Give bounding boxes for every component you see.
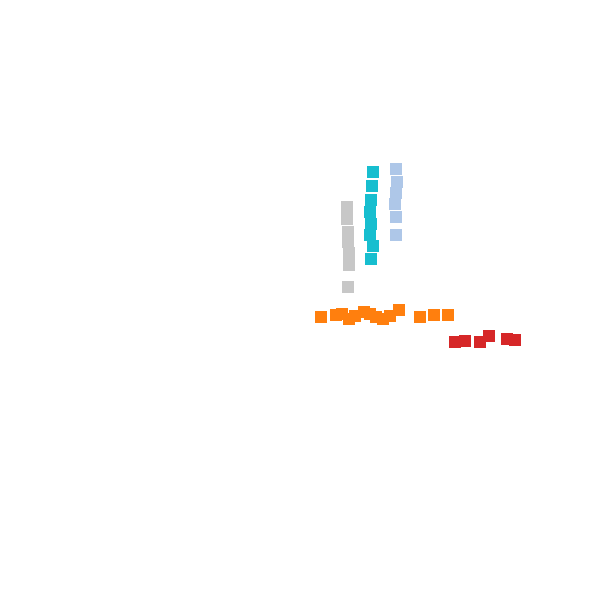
data-point <box>364 206 376 218</box>
data-point <box>343 259 355 271</box>
data-point <box>390 211 402 223</box>
data-point <box>365 218 377 230</box>
data-point <box>342 236 354 248</box>
data-point <box>315 311 327 323</box>
data-point <box>341 201 353 213</box>
data-point <box>390 187 402 199</box>
data-point <box>391 176 403 188</box>
data-point <box>365 253 377 265</box>
data-point <box>393 304 405 316</box>
data-point <box>414 311 426 323</box>
data-point <box>367 166 379 178</box>
series-3 <box>389 163 403 241</box>
data-point <box>390 229 402 241</box>
data-point <box>364 229 376 241</box>
data-point <box>343 247 355 259</box>
data-point <box>366 180 378 192</box>
data-point <box>341 213 353 225</box>
data-point <box>459 335 471 347</box>
plot-marks <box>315 163 521 348</box>
data-point <box>483 330 495 342</box>
series-4 <box>341 201 355 293</box>
data-point <box>509 334 521 346</box>
data-point <box>342 281 354 293</box>
series-2 <box>364 166 379 265</box>
data-point <box>390 163 402 175</box>
series-1 <box>449 330 521 348</box>
data-point <box>367 240 379 252</box>
data-point <box>389 198 401 210</box>
data-point <box>365 194 377 206</box>
data-point <box>442 309 454 321</box>
data-point <box>428 309 440 321</box>
series-0 <box>315 304 454 325</box>
